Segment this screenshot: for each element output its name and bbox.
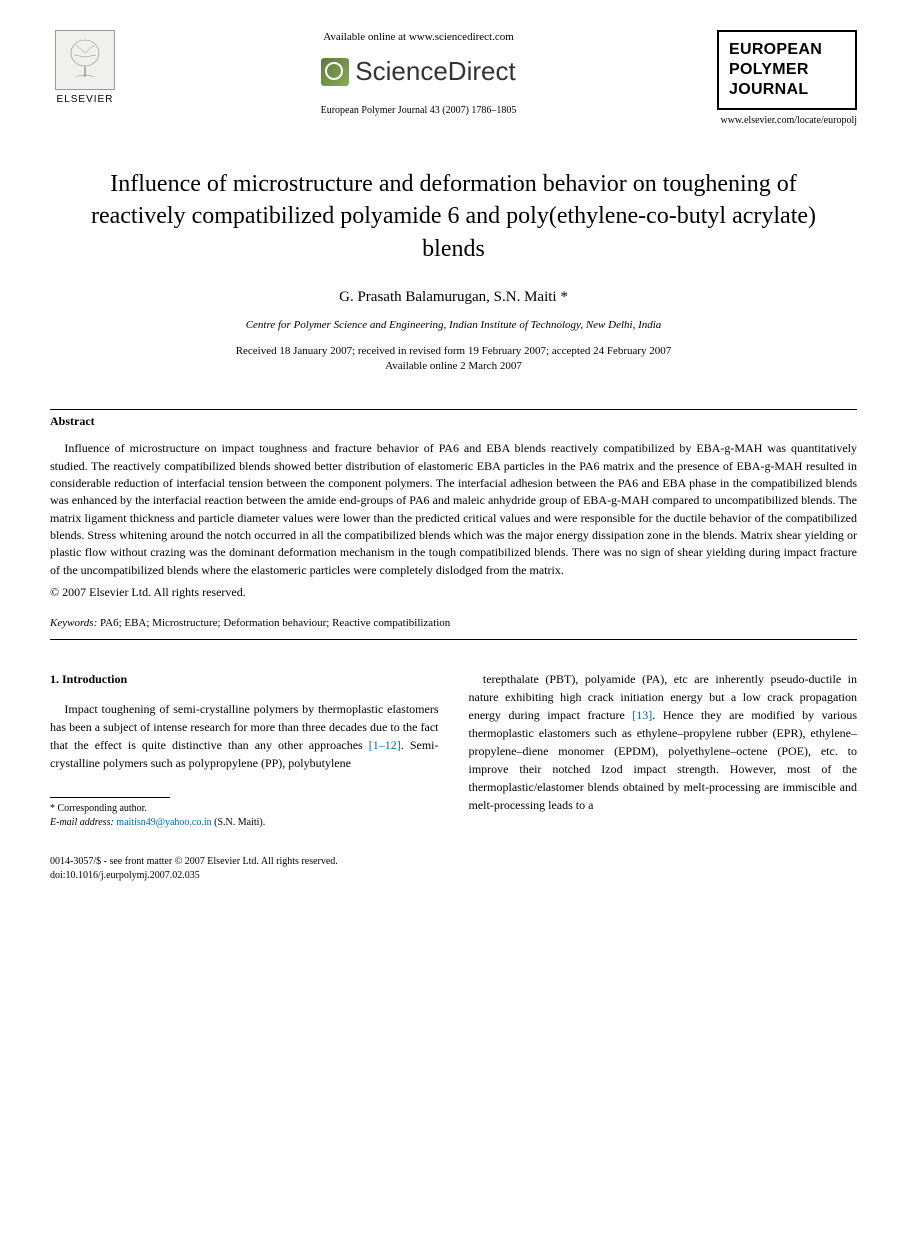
column-left: 1. Introduction Impact toughening of sem… bbox=[50, 670, 439, 830]
journal-name-line2: POLYMER bbox=[729, 60, 845, 80]
col1-paragraph: Impact toughening of semi-crystalline po… bbox=[50, 700, 439, 772]
journal-name-line3: JOURNAL bbox=[729, 80, 845, 100]
copyright: © 2007 Elsevier Ltd. All rights reserved… bbox=[50, 584, 857, 601]
sciencedirect-icon bbox=[321, 58, 349, 86]
header-row: ELSEVIER Available online at www.science… bbox=[50, 30, 857, 128]
keywords-text: PA6; EBA; Microstructure; Deformation be… bbox=[97, 617, 450, 629]
sciencedirect-text: ScienceDirect bbox=[355, 53, 515, 89]
journal-name-line1: EUROPEAN bbox=[729, 40, 845, 60]
body-columns: 1. Introduction Impact toughening of sem… bbox=[50, 670, 857, 830]
email-link[interactable]: maitisn49@yahoo.co.in bbox=[116, 817, 211, 828]
journal-url: www.elsevier.com/locate/europolj bbox=[717, 114, 857, 128]
affiliation: Centre for Polymer Science and Engineeri… bbox=[50, 318, 857, 333]
journal-box: EUROPEAN POLYMER JOURNAL bbox=[717, 30, 857, 110]
elsevier-tree-icon bbox=[55, 30, 115, 90]
footnote-email: E-mail address: maitisn49@yahoo.co.in (S… bbox=[50, 816, 439, 830]
elsevier-label: ELSEVIER bbox=[50, 93, 120, 107]
keywords-label: Keywords: bbox=[50, 617, 97, 629]
abstract-body-text: Influence of microstructure on impact to… bbox=[50, 441, 857, 577]
ref-link-1-12[interactable]: [1–12] bbox=[369, 738, 401, 752]
issn-line: 0014-3057/$ - see front matter © 2007 El… bbox=[50, 855, 857, 869]
article-title: Influence of microstructure and deformat… bbox=[80, 168, 827, 265]
dates-line2: Available online 2 March 2007 bbox=[385, 360, 522, 372]
ref-link-13[interactable]: [13] bbox=[632, 708, 652, 722]
column-right: terepthalate (PBT), polyamide (PA), etc … bbox=[469, 670, 858, 830]
elsevier-logo: ELSEVIER bbox=[50, 30, 120, 107]
doi-line: doi:10.1016/j.eurpolymj.2007.02.035 bbox=[50, 869, 857, 883]
keywords: Keywords: PA6; EBA; Microstructure; Defo… bbox=[50, 616, 857, 631]
col2-paragraph: terepthalate (PBT), polyamide (PA), etc … bbox=[469, 670, 858, 814]
authors: G. Prasath Balamurugan, S.N. Maiti * bbox=[50, 287, 857, 308]
abstract-heading: Abstract bbox=[50, 413, 857, 430]
footnote-email-suffix: (S.N. Maiti). bbox=[212, 817, 266, 828]
footnote-corresponding: * Corresponding author. bbox=[50, 802, 439, 816]
bottom-info: 0014-3057/$ - see front matter © 2007 El… bbox=[50, 855, 857, 883]
col2-text-b: . Hence they are modified by various the… bbox=[469, 708, 858, 812]
article-dates: Received 18 January 2007; received in re… bbox=[50, 344, 857, 375]
journal-box-wrapper: EUROPEAN POLYMER JOURNAL www.elsevier.co… bbox=[717, 30, 857, 128]
divider-bottom bbox=[50, 639, 857, 640]
sciencedirect-logo: ScienceDirect bbox=[135, 53, 702, 89]
abstract-body: Influence of microstructure on impact to… bbox=[50, 440, 857, 579]
intro-heading: 1. Introduction bbox=[50, 670, 439, 688]
footnote-email-label: E-mail address: bbox=[50, 817, 116, 828]
footnote-separator bbox=[50, 797, 170, 798]
journal-citation: European Polymer Journal 43 (2007) 1786–… bbox=[135, 104, 702, 118]
divider-top bbox=[50, 409, 857, 410]
center-header: Available online at www.sciencedirect.co… bbox=[120, 30, 717, 118]
dates-line1: Received 18 January 2007; received in re… bbox=[236, 345, 672, 357]
available-online-text: Available online at www.sciencedirect.co… bbox=[135, 30, 702, 45]
